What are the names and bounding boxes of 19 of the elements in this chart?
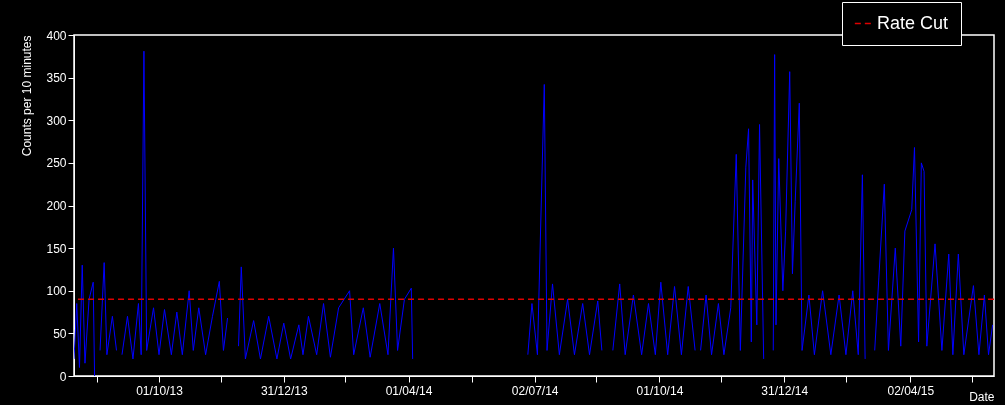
y-tick-label: 400 (46, 28, 67, 43)
legend-label: Rate Cut (877, 12, 949, 33)
x-axis-title: Date (969, 389, 995, 404)
x-tick-label: 01/10/13 (136, 383, 184, 398)
x-tick-label: 01/04/14 (385, 383, 433, 398)
x-tick-label: 31/12/13 (260, 383, 308, 398)
x-tick-label: 31/12/14 (761, 383, 809, 398)
y-axis-title: Counts per 10 minutes (20, 35, 35, 157)
y-tick-label: 200 (46, 199, 67, 213)
y-tick-label: 350 (46, 71, 67, 86)
y-tick-label: 300 (46, 113, 67, 128)
y-tick-label: 100 (46, 284, 67, 299)
y-tick-label: 50 (53, 326, 67, 341)
x-tick-label: 02/04/15 (887, 383, 935, 398)
x-tick-label: 02/07/14 (511, 383, 559, 398)
y-tick-label: 250 (46, 156, 67, 171)
y-tick-label: 0 (59, 369, 67, 384)
x-tick-label: 01/10/14 (636, 383, 684, 398)
y-tick-label: 150 (46, 241, 67, 256)
